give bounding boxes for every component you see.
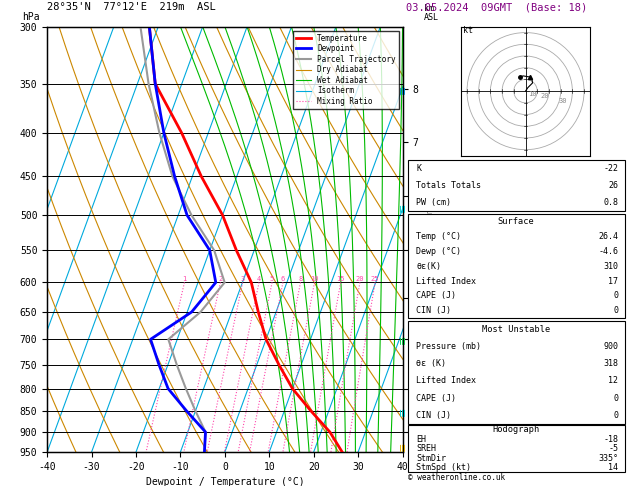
Text: CIN (J): CIN (J) [416,306,451,315]
Text: 0.8: 0.8 [603,198,618,208]
Text: 17: 17 [608,277,618,285]
Text: 03.05.2024  09GMT  (Base: 18): 03.05.2024 09GMT (Base: 18) [406,2,587,12]
Text: 310: 310 [603,261,618,271]
FancyBboxPatch shape [408,425,625,472]
Text: CIN (J): CIN (J) [416,411,451,420]
Text: 8: 8 [298,277,303,282]
Text: 26.4: 26.4 [598,232,618,241]
FancyBboxPatch shape [408,321,625,424]
Text: 20: 20 [355,277,364,282]
Text: SREH: SREH [416,444,437,453]
Text: 28°35'N  77°12'E  219m  ASL: 28°35'N 77°12'E 219m ASL [47,2,216,12]
Text: 25: 25 [371,277,379,282]
Text: Temp (°C): Temp (°C) [416,232,461,241]
Text: 1: 1 [182,277,187,282]
Text: ≡: ≡ [398,203,408,212]
Text: Dewp (°C): Dewp (°C) [416,247,461,256]
Text: Pressure (mb): Pressure (mb) [416,342,481,351]
Text: CAPE (J): CAPE (J) [416,292,456,300]
Text: © weatheronline.co.uk: © weatheronline.co.uk [408,473,504,482]
Text: 10: 10 [528,91,537,97]
Text: 0: 0 [613,292,618,300]
Legend: Temperature, Dewpoint, Parcel Trajectory, Dry Adiabat, Wet Adiabat, Isotherm, Mi: Temperature, Dewpoint, Parcel Trajectory… [292,31,399,109]
Text: CAPE (J): CAPE (J) [416,394,456,402]
Text: K: K [416,164,421,174]
Text: 318: 318 [603,359,618,368]
Text: 900: 900 [603,342,618,351]
Text: 26: 26 [608,181,618,191]
Text: 30: 30 [559,98,567,104]
X-axis label: Dewpoint / Temperature (°C): Dewpoint / Temperature (°C) [145,477,304,486]
Text: StmDir: StmDir [416,454,446,463]
Text: -4.6: -4.6 [598,247,618,256]
Text: km
ASL: km ASL [424,4,439,22]
Text: θε(K): θε(K) [416,261,442,271]
Text: -5: -5 [608,444,618,453]
Text: 2: 2 [218,277,223,282]
FancyBboxPatch shape [408,214,625,318]
Y-axis label: Mixing Ratio (g/kg): Mixing Ratio (g/kg) [424,192,433,287]
Text: ≡: ≡ [398,441,408,451]
Text: 4: 4 [257,277,261,282]
Text: 0: 0 [613,394,618,402]
Text: -22: -22 [603,164,618,174]
Text: Lifted Index: Lifted Index [416,376,476,385]
Text: Surface: Surface [498,217,535,226]
Text: Lifted Index: Lifted Index [416,277,476,285]
Text: EH: EH [416,435,426,444]
Text: hPa: hPa [22,13,40,22]
Text: 15: 15 [337,277,345,282]
Text: Hodograph: Hodograph [493,425,540,434]
Text: 20: 20 [541,93,549,99]
Text: 6: 6 [281,277,285,282]
Text: PW (cm): PW (cm) [416,198,451,208]
Text: ≡: ≡ [398,84,408,93]
Text: 14: 14 [608,463,618,472]
Text: 0: 0 [613,306,618,315]
Text: 10: 10 [310,277,319,282]
Text: 335°: 335° [598,454,618,463]
Text: ≡: ≡ [398,406,408,416]
FancyBboxPatch shape [408,160,625,211]
Text: -18: -18 [603,435,618,444]
Text: 0: 0 [613,411,618,420]
Text: 3: 3 [240,277,245,282]
Text: Totals Totals: Totals Totals [416,181,481,191]
Text: 5: 5 [270,277,274,282]
Text: StmSpd (kt): StmSpd (kt) [416,463,471,472]
Text: θε (K): θε (K) [416,359,446,368]
Text: ≡: ≡ [398,335,408,344]
Text: kt: kt [464,26,474,35]
Text: 12: 12 [608,376,618,385]
Text: Most Unstable: Most Unstable [482,325,550,334]
